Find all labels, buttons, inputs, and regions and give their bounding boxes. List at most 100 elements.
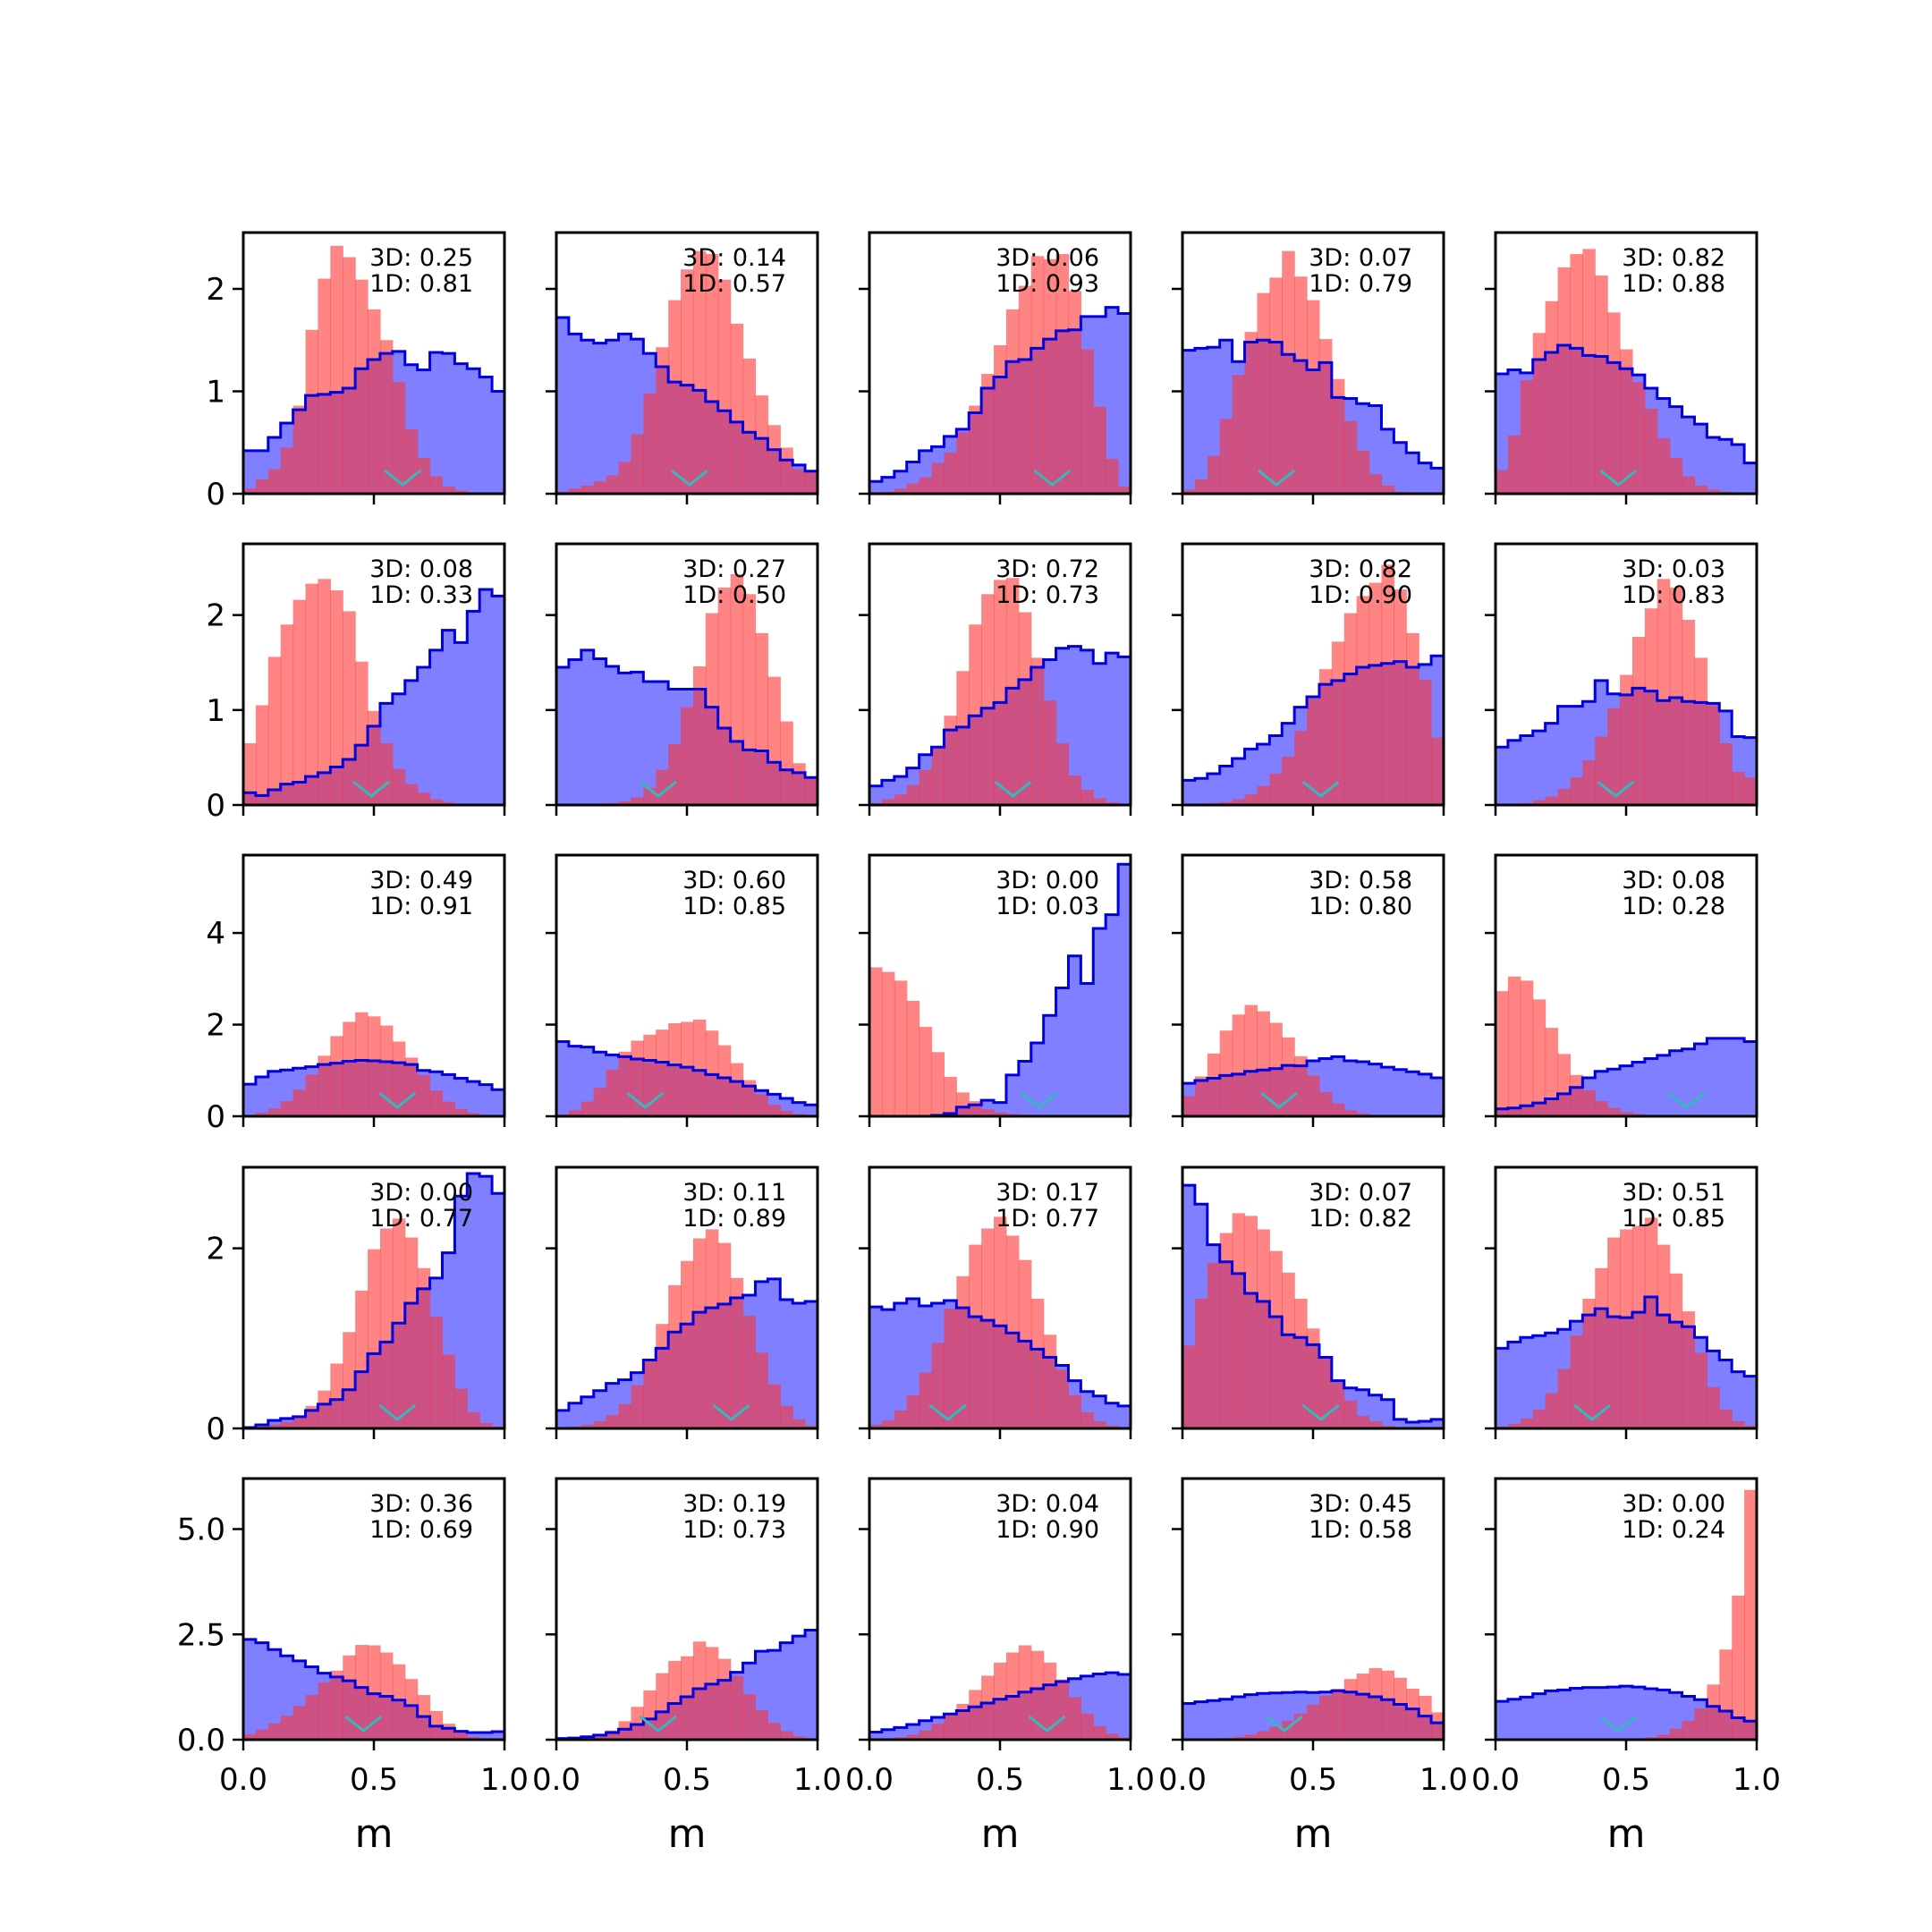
bar-1d [1582, 249, 1596, 494]
bar-1d [1570, 777, 1583, 805]
bar-3d [1018, 1061, 1032, 1116]
bar-1d [956, 1275, 970, 1428]
bar-1d [730, 323, 744, 494]
bar-1d [1043, 258, 1057, 494]
bar-3d [1732, 1038, 1745, 1116]
bar-1d [656, 1030, 669, 1116]
bar-1d [656, 347, 669, 494]
bar-1d [368, 1016, 381, 1116]
bar-1d [1644, 408, 1658, 494]
bar-3d [1093, 663, 1106, 805]
step-outline-3d [242, 350, 506, 494]
bar-3d [568, 659, 582, 805]
bar-1d [330, 1036, 343, 1116]
bar-1d [280, 1716, 294, 1740]
bar-1d [1318, 1091, 1333, 1116]
bar-1d [1545, 796, 1559, 805]
bar-3d [1644, 1058, 1658, 1116]
bar-1d [243, 742, 257, 805]
bar-1d [417, 1267, 431, 1428]
bar-1d [780, 1731, 793, 1740]
bar-3d [1520, 1697, 1534, 1740]
bar-3d [1068, 646, 1081, 805]
bar-3d [1093, 1395, 1106, 1428]
bar-1d [1269, 277, 1283, 494]
bar-1d [1080, 1713, 1094, 1740]
annotation-3d: 3D: 0.36 [369, 1490, 473, 1518]
bar-3d [454, 1078, 468, 1116]
bar-3d [1207, 1700, 1221, 1740]
bar-1d [1744, 1489, 1758, 1740]
bar-1d [1182, 1096, 1196, 1116]
bar-1d [994, 344, 1007, 494]
x-tick-label: 0.0 [1471, 1762, 1520, 1798]
bar-3d [267, 1071, 282, 1116]
annotation-1d: 1D: 0.33 [369, 581, 473, 609]
bar-1d [1707, 489, 1720, 494]
bar-3d [1682, 417, 1696, 494]
bar-1d [1269, 1250, 1283, 1428]
marker-chevron [352, 780, 391, 798]
bar-1d [730, 1277, 744, 1428]
step-outline-3d [1181, 1183, 1445, 1428]
annotation-1d: 1D: 0.80 [1309, 893, 1412, 920]
y-tick-label: 2 [206, 598, 225, 634]
bar-3d [894, 1727, 908, 1740]
bar-3d [492, 391, 505, 494]
step-outline-3d [1494, 679, 1758, 805]
bar-1d [643, 1034, 657, 1116]
bar-1d [1532, 800, 1546, 805]
bar-3d [243, 1639, 257, 1740]
bar-3d [1194, 778, 1208, 805]
bar-1d [1707, 1684, 1720, 1740]
annotation-1d: 1D: 0.57 [682, 270, 786, 298]
y-tick-label: 0 [206, 1099, 225, 1135]
annotation-3d: 3D: 0.00 [369, 1179, 473, 1207]
bar-1d [1607, 708, 1621, 805]
bar-1d [1232, 1014, 1246, 1116]
bar-3d [556, 1410, 570, 1428]
bar-1d [305, 329, 319, 494]
bar-1d [1343, 1400, 1358, 1428]
bar-3d [492, 1732, 505, 1740]
bar-1d [1055, 1679, 1070, 1740]
annotation-3d: 3D: 0.07 [1309, 1179, 1412, 1207]
y-tick-label: 0 [206, 788, 225, 824]
bar-1d [755, 1094, 768, 1116]
bar-3d [1520, 735, 1534, 805]
bar-1d [1068, 1394, 1081, 1428]
bar-1d [1307, 1328, 1320, 1428]
bar-3d [1496, 1701, 1509, 1740]
bar-1d [1093, 798, 1106, 805]
bar-1d [379, 340, 394, 494]
bar-3d [1381, 1399, 1394, 1428]
bar-1d [1595, 275, 1608, 494]
y-tick-label: 1 [206, 374, 225, 410]
bar-1d [255, 1729, 269, 1740]
bar-3d [1194, 1701, 1208, 1740]
bar-1d [705, 613, 719, 805]
bar-3d [1607, 1069, 1621, 1116]
bar-3d [255, 1076, 269, 1116]
bar-1d [1093, 1725, 1106, 1740]
bar-1d [292, 405, 307, 494]
bar-1d [280, 624, 294, 805]
bar-1d [730, 1675, 744, 1740]
bar-1d [379, 742, 394, 805]
bar-1d [1219, 1233, 1233, 1428]
bar-1d [1682, 476, 1696, 494]
bar-3d [1620, 1065, 1633, 1116]
bar-1d [780, 1405, 793, 1428]
bar-3d [404, 680, 419, 805]
bar-1d [1520, 379, 1534, 494]
bar-1d [742, 1080, 757, 1116]
bar-3d [1669, 1050, 1683, 1116]
bar-1d [1030, 1299, 1045, 1428]
bar-3d [1507, 740, 1521, 805]
annotation-3d: 3D: 0.08 [369, 555, 473, 583]
bar-1d [343, 1021, 356, 1116]
bar-1d [454, 1388, 468, 1428]
bar-3d [243, 1084, 257, 1116]
bar-1d [1595, 1101, 1608, 1116]
bar-1d [1732, 771, 1745, 805]
